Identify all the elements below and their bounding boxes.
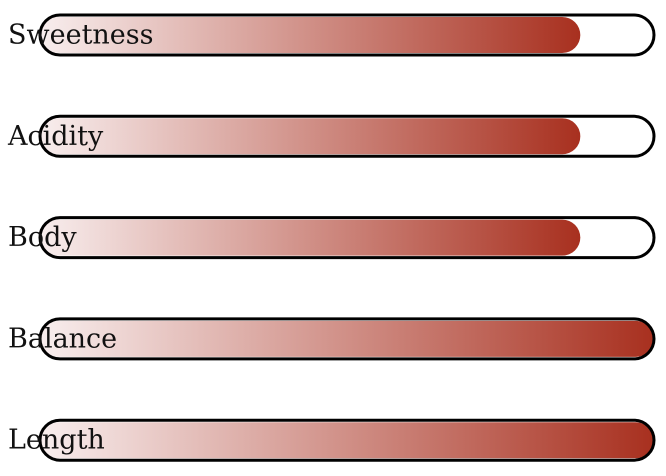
bar-border [38, 418, 656, 462]
category-label: Length [8, 425, 105, 456]
category-label: Balance [8, 323, 117, 354]
category-label: Body [8, 222, 77, 253]
bar-border [38, 216, 656, 260]
bar-border [38, 13, 656, 57]
bar [40, 118, 581, 155]
bar [40, 17, 581, 53]
bar [40, 219, 581, 256]
category-label: Acidity [7, 121, 104, 152]
bar-border [38, 114, 656, 158]
bar-border [38, 317, 656, 361]
bar [40, 320, 654, 357]
category-label: Sweetness [8, 20, 154, 51]
bar [40, 422, 654, 459]
